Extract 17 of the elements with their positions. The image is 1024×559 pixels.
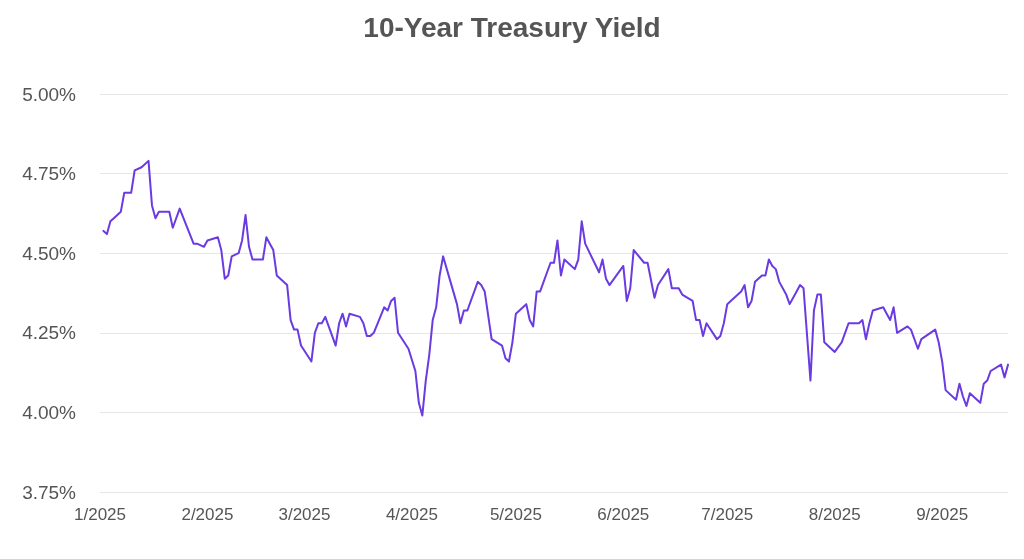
y-tick-label: 4.50%	[22, 242, 77, 264]
x-tick-label: 6/2025	[597, 505, 650, 524]
chart-title: 10-Year Treasury Yield	[363, 11, 661, 43]
x-tick-label: 7/2025	[701, 505, 754, 524]
y-tick-label: 4.75%	[22, 163, 77, 185]
y-tick-label: 4.25%	[22, 322, 77, 344]
x-tick-label: 1/2025	[74, 505, 126, 524]
x-tick-label: 3/2025	[278, 505, 331, 524]
y-tick-label: 4.00%	[22, 401, 77, 423]
x-tick-label: 4/2025	[385, 505, 438, 524]
x-tick-label: 8/2025	[808, 505, 861, 524]
y-tick-label: 3.75%	[22, 481, 77, 503]
x-tick-label: 5/2025	[489, 505, 542, 524]
x-tick-label: 9/2025	[916, 505, 969, 524]
line-series	[102, 159, 1009, 417]
y-tick-label: 5.00%	[22, 83, 77, 105]
x-tick-label: 2/2025	[181, 505, 234, 524]
